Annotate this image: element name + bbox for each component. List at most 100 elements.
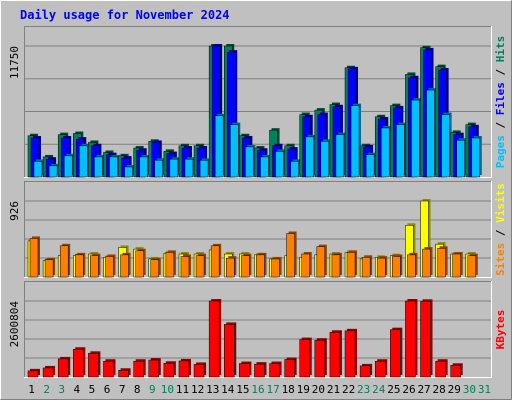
- bar-pages-24: [380, 127, 390, 178]
- x-tick-label: 12: [191, 383, 204, 396]
- bar-sites-27: [422, 248, 431, 278]
- bar-sites-29: [452, 253, 461, 278]
- bar-pages-29: [456, 139, 465, 178]
- axis-legend: Sites / Visits: [494, 183, 507, 276]
- x-tick-label: 10: [161, 383, 174, 396]
- bar-sites-16: [256, 254, 265, 278]
- bar-sites-25: [392, 256, 401, 278]
- bar-pages-7: [124, 166, 133, 178]
- bar-pages-9: [154, 160, 164, 178]
- bar-kbytes-14: [224, 324, 235, 378]
- bar-sites-2: [44, 259, 54, 278]
- bar-kbytes-7: [118, 370, 129, 378]
- bar-sites-22: [346, 252, 356, 278]
- legend-1: /: [494, 115, 507, 135]
- x-tick-label: 1: [28, 383, 35, 396]
- x-tick-label: 9: [149, 383, 156, 396]
- bar-kbytes-27: [420, 301, 431, 378]
- x-tick-label: 23: [357, 383, 370, 396]
- panel-kbytes: 2600804 KBytes: [8, 281, 507, 378]
- x-tick-label: 15: [236, 383, 249, 396]
- x-tick-label: 8: [134, 383, 141, 396]
- y-tick-label: 2600804: [8, 301, 21, 348]
- bar-sites-10: [165, 252, 175, 278]
- bar-pages-27: [426, 89, 435, 178]
- panel-visits-sites: 926 Sites / Visits: [8, 181, 507, 278]
- x-tick-label: 28: [433, 383, 446, 396]
- x-tick-label: 22: [342, 383, 355, 396]
- bar-sites-21: [331, 254, 341, 278]
- bar-kbytes-18: [284, 359, 295, 378]
- x-tick-label: 24: [372, 383, 386, 396]
- x-tick-label: 16: [251, 383, 264, 396]
- bar-kbytes-19: [299, 339, 310, 378]
- x-tick-label: 7: [119, 383, 126, 396]
- x-tick-label: 11: [176, 383, 189, 396]
- x-tick-label: 6: [104, 383, 111, 396]
- bar-sites-28: [437, 248, 446, 278]
- legend-0: Sites: [494, 243, 507, 276]
- x-tick-label: 3: [58, 383, 65, 396]
- bar-kbytes-26: [405, 300, 416, 378]
- bar-kbytes-23: [359, 365, 371, 378]
- bar-sites-9: [150, 259, 160, 278]
- legend-3: /: [494, 62, 507, 82]
- bar-kbytes-25: [390, 329, 401, 378]
- bar-sites-30: [467, 255, 477, 278]
- bar-sites-1: [29, 238, 39, 278]
- bar-pages-21: [335, 134, 345, 178]
- x-tick-label: 17: [266, 383, 279, 396]
- x-tick-label: 29: [448, 383, 461, 396]
- bar-kbytes-8: [133, 360, 144, 378]
- bar-pages-6: [109, 156, 118, 178]
- x-tick-label: 26: [402, 383, 415, 396]
- x-tick-label: 21: [327, 383, 340, 396]
- bar-kbytes-21: [329, 332, 341, 378]
- bar-sites-14: [226, 257, 235, 278]
- bar-pages-18: [290, 161, 299, 178]
- bar-pages-8: [139, 156, 148, 178]
- bar-pages-15: [245, 146, 254, 178]
- chart-title: Daily usage for November 2024: [20, 8, 230, 22]
- axis-legend: Pages / Files / Hits: [494, 36, 507, 169]
- bar-kbytes-24: [374, 360, 386, 378]
- bar-pages-20: [320, 141, 330, 178]
- bar-kbytes-1: [27, 370, 39, 378]
- bar-pages-11: [184, 158, 194, 178]
- bar-pages-3: [63, 155, 73, 178]
- bar-pages-28: [441, 114, 450, 178]
- bar-kbytes-16: [254, 363, 265, 378]
- legend-0: Pages: [494, 135, 507, 168]
- bar-sites-3: [59, 245, 69, 278]
- bar-sites-23: [361, 257, 371, 278]
- bar-pages-22: [350, 105, 360, 178]
- legend-0: KBytes: [494, 310, 507, 350]
- bar-pages-13: [214, 115, 224, 178]
- x-tick-label: 5: [89, 383, 96, 396]
- bar-kbytes-29: [450, 365, 461, 378]
- bar-sites-18: [286, 233, 295, 278]
- bar-sites-24: [376, 257, 386, 278]
- bar-pages-26: [411, 99, 420, 178]
- bar-pages-2: [48, 165, 58, 178]
- x-tick-label: 2: [43, 383, 50, 396]
- x-tick-label: 19: [297, 383, 310, 396]
- bar-sites-17: [271, 258, 280, 278]
- legend-2: Files: [494, 82, 507, 115]
- x-tick-label: 27: [417, 383, 430, 396]
- bar-pages-25: [396, 124, 405, 178]
- bar-kbytes-9: [148, 359, 160, 378]
- bar-sites-12: [195, 255, 205, 278]
- bar-kbytes-11: [178, 360, 190, 378]
- x-tick-label: 20: [312, 383, 325, 396]
- bar-kbytes-12: [193, 364, 205, 378]
- legend-2: Visits: [494, 183, 507, 223]
- bar-pages-4: [79, 145, 88, 178]
- bar-pages-5: [94, 156, 103, 178]
- bar-sites-15: [241, 255, 250, 278]
- bar-pages-19: [305, 136, 314, 178]
- x-tick-label: 25: [387, 383, 400, 396]
- bar-sites-6: [105, 256, 114, 278]
- bar-sites-7: [120, 254, 129, 278]
